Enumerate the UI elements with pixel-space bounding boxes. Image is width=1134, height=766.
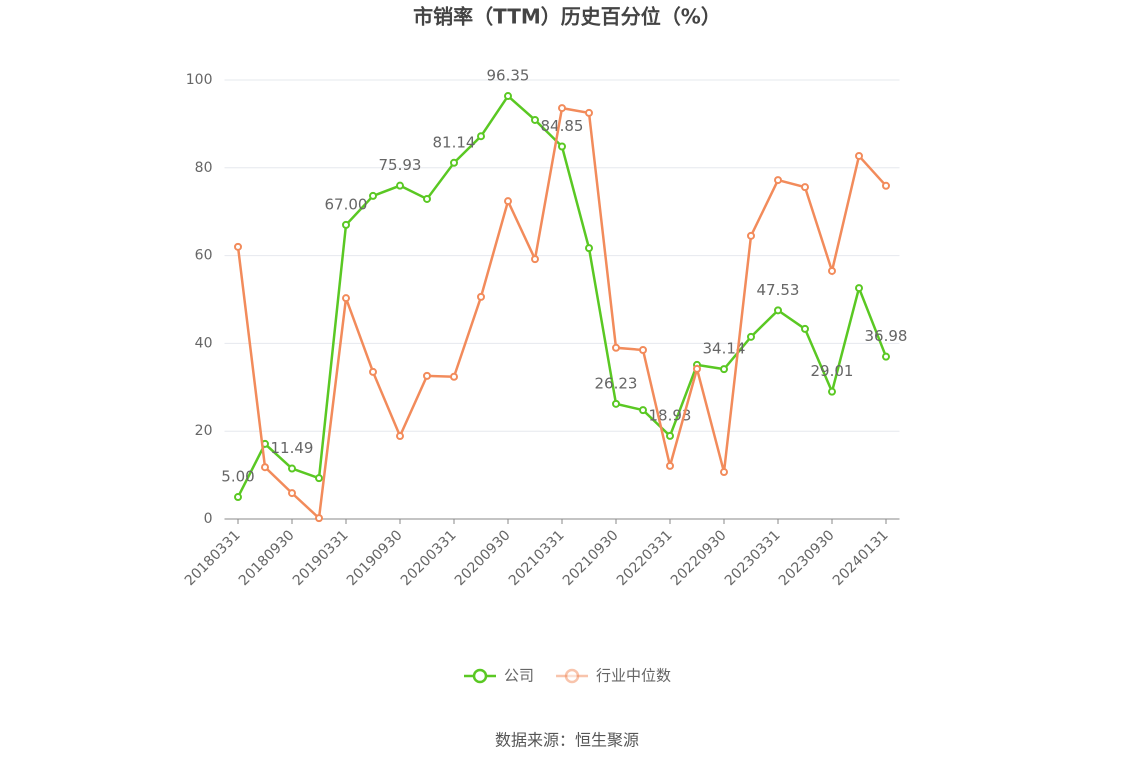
- x-tick-label: 20230331: [722, 527, 784, 589]
- chart-title: 市销率（TTM）历史百分位（%）: [413, 5, 721, 29]
- data-point: [639, 406, 647, 415]
- x-tick-label: 20200930: [452, 527, 514, 589]
- x-tick-label: 20210331: [506, 527, 568, 589]
- data-point: [396, 432, 404, 441]
- x-tick-label: 20200331: [398, 527, 460, 589]
- data-label: 47.53: [757, 281, 800, 299]
- source-note: 数据来源：恒生聚源: [495, 731, 639, 750]
- data-point: [585, 244, 593, 253]
- legend-label: 公司: [504, 667, 534, 685]
- data-point: [261, 463, 269, 472]
- data-label: 11.49: [271, 439, 314, 457]
- data-point: [234, 242, 242, 251]
- data-point: [801, 183, 809, 192]
- data-point: [693, 364, 701, 373]
- x-tick-label: 20190331: [290, 527, 352, 589]
- legend-marker: [564, 668, 580, 684]
- y-tick-label: 80: [195, 160, 213, 176]
- y-tick-label: 40: [195, 335, 213, 351]
- data-point: [531, 115, 539, 124]
- data-point: [612, 399, 620, 408]
- x-tick-label: 20220930: [668, 527, 730, 589]
- data-point: [558, 104, 566, 113]
- data-point: [504, 92, 512, 101]
- data-point: [504, 197, 512, 206]
- data-point: [720, 468, 728, 477]
- x-tick-label: 20240131: [830, 527, 892, 589]
- data-point: [558, 142, 566, 151]
- data-label: 34.14: [703, 340, 746, 358]
- data-label: 67.00: [325, 195, 368, 213]
- x-tick-label: 20220331: [614, 527, 676, 589]
- data-point: [747, 332, 755, 341]
- data-label: 26.23: [595, 374, 638, 392]
- data-point: [423, 194, 431, 203]
- y-tick-label: 100: [186, 72, 213, 88]
- x-tick-label: 20180331: [182, 527, 244, 589]
- data-point: [612, 343, 620, 352]
- data-label: 96.35: [487, 67, 530, 85]
- x-tick-label: 20230930: [776, 527, 838, 589]
- data-point: [828, 387, 836, 396]
- legend-marker: [472, 668, 488, 684]
- x-tick-label: 20210930: [560, 527, 622, 589]
- data-point: [342, 220, 350, 229]
- data-point: [774, 306, 782, 315]
- data-point: [288, 464, 296, 473]
- data-point: [342, 294, 350, 303]
- data-point: [585, 108, 593, 117]
- data-point: [531, 255, 539, 264]
- data-point: [666, 461, 674, 470]
- y-tick-label: 60: [195, 248, 213, 264]
- data-point: [828, 266, 836, 275]
- data-point: [477, 132, 485, 141]
- data-point: [450, 372, 458, 381]
- data-label: 81.14: [433, 133, 476, 151]
- x-tick-label: 20190930: [344, 527, 406, 589]
- data-point: [774, 176, 782, 185]
- data-label: 36.98: [865, 327, 908, 345]
- data-point: [369, 367, 377, 376]
- data-label: 5.00: [221, 468, 254, 486]
- data-point: [720, 365, 728, 374]
- data-point: [477, 292, 485, 301]
- x-tick-label: 20180930: [236, 527, 298, 589]
- y-tick-label: 0: [204, 511, 213, 527]
- data-point: [315, 474, 323, 483]
- data-point: [234, 493, 242, 502]
- data-point: [747, 231, 755, 240]
- data-point: [396, 181, 404, 190]
- data-label: 29.01: [811, 362, 854, 380]
- legend-label: 行业中位数: [596, 667, 671, 685]
- data-point: [801, 324, 809, 333]
- data-point: [855, 284, 863, 293]
- data-point: [882, 352, 890, 361]
- data-point: [288, 489, 296, 498]
- data-point: [423, 371, 431, 380]
- data-point: [855, 151, 863, 160]
- y-tick-label: 20: [195, 423, 213, 439]
- series-line: [236, 106, 887, 521]
- data-point: [666, 431, 674, 440]
- data-point: [639, 345, 647, 354]
- data-point: [450, 158, 458, 167]
- data-label: 75.93: [379, 156, 422, 174]
- data-point: [882, 181, 890, 190]
- data-point: [369, 191, 377, 200]
- data-label: 84.85: [541, 117, 584, 135]
- data-point: [315, 514, 323, 523]
